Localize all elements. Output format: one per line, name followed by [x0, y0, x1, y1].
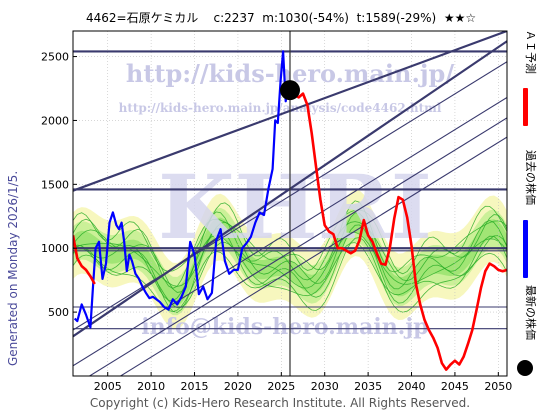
generated-label: Generated on Monday 2026/1/5.	[4, 66, 24, 366]
legend-label-ai-forecast: ＡＩ予測	[524, 30, 537, 74]
plot-frame	[72, 30, 508, 377]
watermark-url-sub: http://kids-hero.main.jp/analysis/code44…	[119, 101, 442, 115]
x-tick-label: 2005	[94, 380, 122, 393]
x-tick-label: 2015	[181, 380, 209, 393]
x-tick-label: 2035	[354, 380, 382, 393]
x-tick-label: 2040	[398, 380, 426, 393]
y-tick-label: 2000	[41, 114, 69, 127]
legend-item-ai-forecast: ＡＩ予測	[514, 30, 550, 130]
latest-price-marker	[280, 80, 300, 101]
copyright: Copyright (c) Kids-Hero Research Institu…	[89, 396, 471, 410]
x-tick-label: 2045	[441, 380, 469, 393]
x-tick-label: 2020	[224, 380, 252, 393]
blue-line-icon	[523, 220, 528, 278]
y-tick-label: 2500	[41, 51, 69, 64]
legend: ＡＩ予測 過去の株価 最新の株価	[514, 30, 550, 385]
y-tick-label: 500	[48, 306, 69, 319]
generated-text: Generated on Monday 2026/1/5.	[6, 170, 20, 366]
latest-price-dot	[280, 80, 300, 101]
ai-forecast-line	[73, 89, 507, 371]
x-tick-label: 2030	[311, 380, 339, 393]
x-tick-label: 2010	[137, 380, 165, 393]
legend-item-past-price: 過去の株価	[514, 150, 550, 285]
chart-title: 4462=石原ケミカル c:2237 m:1030(-54%) t:1589(-…	[86, 11, 477, 25]
black-dot-icon	[517, 360, 533, 376]
reference-lines	[73, 31, 507, 376]
y-tick-label: 1000	[41, 242, 69, 255]
x-tick-label: 2050	[484, 380, 512, 393]
legend-label-latest-price: 最新の株価	[524, 285, 537, 340]
axes: 2005 2010 2015 2020 2025 2030 2035 2040 2045 2050…	[41, 51, 512, 393]
legend-label-past-price: 過去の株価	[524, 150, 537, 205]
watermark-email: info@kids-hero.main.jp	[141, 314, 428, 340]
legend-item-latest-price: 最新の株価	[514, 285, 550, 385]
series	[73, 50, 507, 371]
past-price-line	[73, 50, 292, 329]
y-tick-label: 1500	[41, 178, 69, 191]
x-tick-label: 2025	[267, 380, 295, 393]
red-line-icon	[523, 88, 528, 126]
